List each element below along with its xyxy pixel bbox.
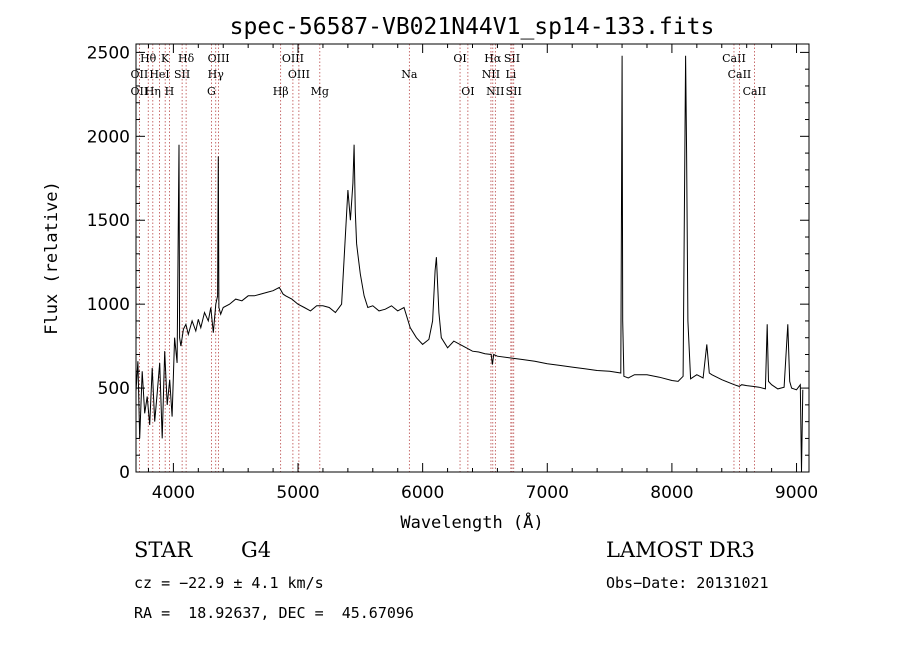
observation-date: Obs−Date: 20131021 [606,574,769,592]
spectral-line-label: Hγ [208,68,225,81]
y-tick-label: 0 [119,463,130,483]
chart-title: spec-56587-VB021N44V1_sp14-133.fits [230,14,715,40]
spectrum-line [135,55,804,473]
object-subclass: G4 [241,538,272,562]
spectral-line-label: OIII [208,52,230,65]
spectral-line-label: Hα [484,52,502,65]
y-axis-label: Flux (relative) [42,181,62,335]
y-tick-label: 2000 [87,127,130,147]
y-tick-label: 1000 [87,295,130,315]
x-tick-label: 4000 [152,483,195,503]
plot-frame [135,43,810,473]
y-tick-label: 1500 [87,211,130,231]
spectral-line-label: Hθ [140,52,157,65]
coordinates-readout: RA = 18.92637, DEC = 45.67096 [134,604,414,622]
spectral-line-label: CaII [728,68,752,81]
spectral-line-label: OII [131,68,149,81]
survey-name: LAMOST DR3 [606,538,755,562]
object-class: STAR [134,538,193,562]
spectral-line-label: K [161,52,170,65]
spectral-line-label: OIII [282,52,304,65]
velocity-readout: cz = −22.9 ± 4.1 km/s [134,574,324,592]
spectral-line-label: G [207,85,216,98]
axis-ticks: 4000 5000 6000 7000 8000 9000 0 500 1000 1500 2000… [87,43,818,503]
y-tick-label: 2500 [87,43,130,63]
spectral-line-label: OI [461,85,474,98]
y-tick-label: 500 [98,379,130,399]
spectral-line-label: OIII [288,68,310,81]
spectral-line-label: Na [401,68,418,81]
x-tick-label: 6000 [401,483,444,503]
spectral-line-label: Hη [145,85,161,98]
spectral-line-label: HeI [149,68,169,81]
spectral-line-label: Li [505,68,516,81]
x-axis-label: Wavelength (Å) [400,511,543,533]
x-tick-label: 9000 [775,483,818,503]
spectral-line-label: CaII [743,85,767,98]
spectral-line-label: NII [486,85,504,98]
spectral-line-label: OI [453,52,466,65]
x-tick-label: 7000 [526,483,569,503]
spectral-line-label: Hβ [273,85,289,98]
spectral-line-label: CaII [722,52,746,65]
x-tick-label: 5000 [276,483,319,503]
spectral-line-label: OII [131,85,149,98]
spectral-line-label: SII [174,68,190,81]
spectral-line-label: SII [504,52,520,65]
x-tick-label: 8000 [650,483,693,503]
spectral-line-label: NII [482,68,500,81]
spectral-line-label: Mg [311,85,329,98]
spectral-line-label: H [165,85,175,98]
spectral-line-label: SII [506,85,522,98]
spectral-line-label: Hδ [178,52,195,65]
